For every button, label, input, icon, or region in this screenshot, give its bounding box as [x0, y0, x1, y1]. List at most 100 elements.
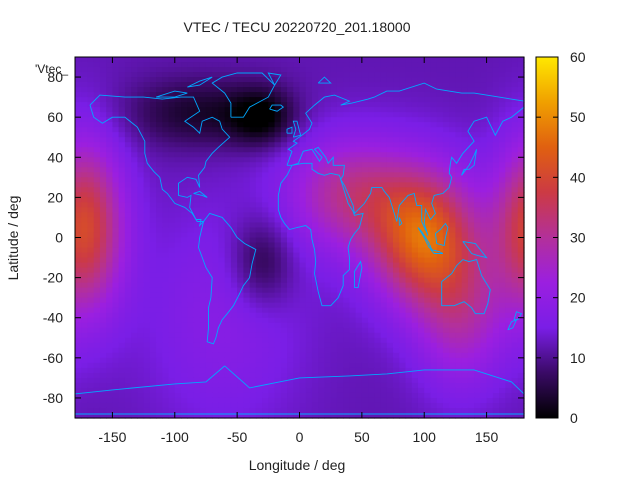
- heat-cell: [417, 257, 425, 264]
- heat-cell: [318, 367, 326, 374]
- heat-cell: [99, 92, 107, 98]
- heat-cell: [393, 147, 400, 153]
- heat-cell: [511, 202, 519, 209]
- heat-cell: [399, 72, 407, 78]
- heat-cell: [93, 282, 101, 289]
- heat-cell: [131, 327, 138, 334]
- heat-cell: [449, 92, 457, 98]
- heat-cell: [193, 252, 201, 259]
- heat-cell: [280, 292, 288, 299]
- heat-cell: [199, 57, 207, 63]
- heat-cell: [205, 272, 213, 279]
- heat-cell: [417, 127, 425, 133]
- heat-cell: [287, 137, 294, 143]
- heat-cell: [99, 107, 107, 113]
- heat-cell: [124, 267, 132, 274]
- heat-cell: [237, 377, 244, 384]
- heat-cell: [511, 137, 519, 143]
- heat-cell: [386, 397, 394, 404]
- heat-cell: [262, 332, 269, 339]
- heat-cell: [449, 282, 457, 289]
- heat-cell: [386, 322, 394, 329]
- heat-cell: [156, 292, 163, 299]
- heat-cell: [330, 337, 338, 344]
- heat-cell: [430, 57, 438, 63]
- heat-cell: [311, 342, 319, 349]
- heat-cell: [81, 227, 89, 234]
- heat-cell: [287, 347, 294, 354]
- heat-cell: [324, 337, 332, 344]
- heat-cell: [262, 122, 269, 128]
- heat-cell: [330, 377, 338, 384]
- heat-cell: [262, 57, 269, 63]
- heat-cell: [467, 347, 475, 354]
- heat-cell: [87, 182, 95, 188]
- heat-cell: [75, 137, 82, 143]
- heat-cell: [93, 97, 101, 103]
- heat-cell: [199, 357, 207, 364]
- heat-cell: [87, 392, 95, 399]
- heat-cell: [355, 307, 363, 314]
- heat-cell: [299, 72, 307, 78]
- heat-cell: [193, 222, 201, 229]
- heat-cell: [349, 312, 357, 319]
- heat-cell: [149, 112, 157, 118]
- heat-cell: [499, 57, 506, 63]
- heat-cell: [380, 107, 388, 113]
- heat-cell: [455, 392, 463, 399]
- heat-cell: [405, 142, 413, 148]
- heat-cell: [205, 202, 213, 209]
- heat-cell: [149, 177, 157, 183]
- heat-cell: [205, 192, 213, 198]
- heat-cell: [212, 262, 220, 269]
- heat-cell: [467, 202, 475, 209]
- heat-cell: [455, 142, 463, 148]
- heat-cell: [268, 242, 276, 249]
- heat-cell: [505, 117, 513, 123]
- heat-cell: [224, 167, 232, 173]
- heat-cell: [449, 387, 457, 394]
- heat-cell: [75, 327, 82, 334]
- heat-cell: [361, 102, 369, 108]
- heat-cell: [449, 292, 457, 299]
- heat-cell: [293, 292, 301, 299]
- heat-cell: [137, 322, 145, 329]
- heat-cell: [511, 157, 519, 163]
- heat-cell: [424, 217, 432, 224]
- heat-cell: [118, 322, 126, 329]
- heat-cell: [255, 262, 263, 269]
- heat-cell: [118, 282, 126, 289]
- heat-cell: [505, 182, 513, 188]
- heat-cell: [393, 142, 400, 148]
- heat-cell: [480, 257, 488, 264]
- heat-cell: [480, 187, 488, 193]
- heat-cell: [218, 217, 226, 224]
- heat-cell: [118, 182, 126, 188]
- heat-cell: [455, 202, 463, 209]
- heat-cell: [324, 197, 332, 203]
- heat-cell: [181, 97, 188, 103]
- heat-cell: [492, 362, 500, 369]
- heat-cell: [174, 252, 182, 259]
- heat-cell: [93, 287, 101, 294]
- heat-cell: [262, 197, 269, 203]
- heat-cell: [93, 322, 101, 329]
- heat-cell: [449, 357, 457, 364]
- heat-cell: [299, 67, 307, 73]
- heat-cell: [318, 112, 326, 118]
- heat-cell: [349, 382, 357, 389]
- heat-cell: [411, 222, 419, 229]
- heat-cell: [318, 282, 326, 289]
- heat-cell: [343, 212, 350, 219]
- heat-cell: [417, 112, 425, 118]
- heat-cell: [274, 382, 282, 389]
- heat-cell: [399, 332, 407, 339]
- heat-cell: [355, 77, 363, 83]
- heat-cell: [486, 257, 494, 264]
- heat-cell: [399, 187, 407, 193]
- heat-cell: [336, 327, 344, 334]
- heat-cell: [174, 232, 182, 239]
- heat-cell: [430, 227, 438, 234]
- heat-cell: [156, 102, 163, 108]
- heat-cell: [230, 162, 238, 168]
